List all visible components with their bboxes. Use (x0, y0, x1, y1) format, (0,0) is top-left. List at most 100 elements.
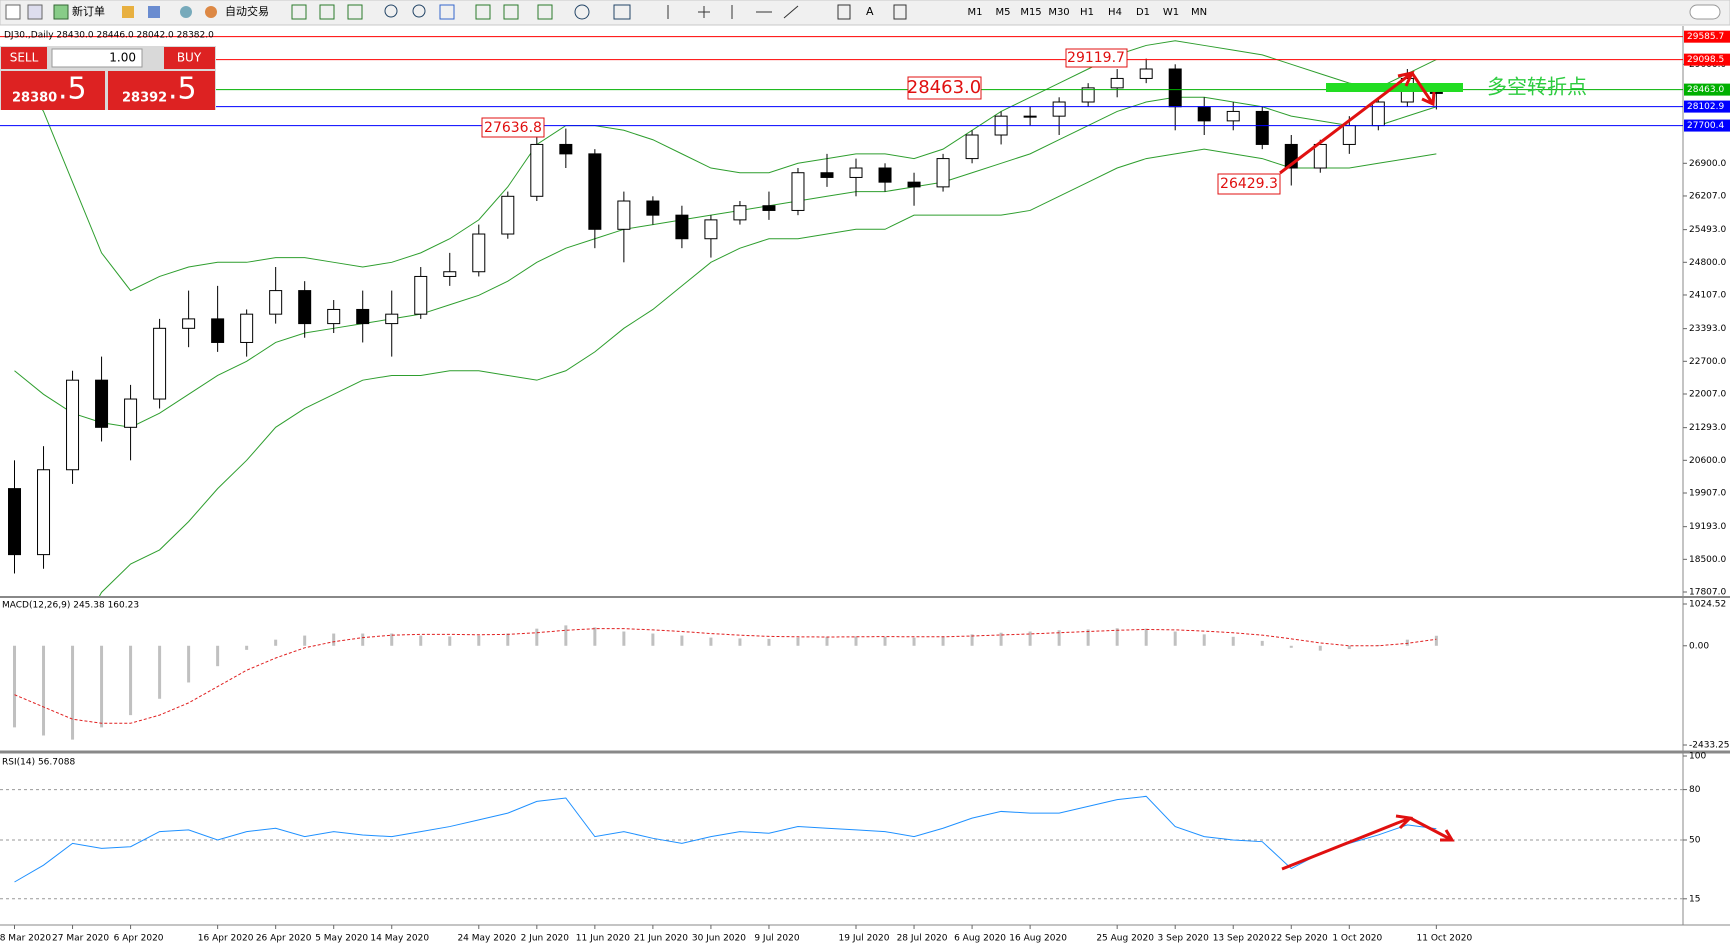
price-arrow (1279, 70, 1436, 175)
level-label-box (1684, 30, 1730, 43)
annotation: 26429.3 (1220, 176, 1278, 192)
icon[interactable] (537, 4, 553, 20)
annotation-box (907, 76, 982, 100)
timeframe-button[interactable]: M5 (996, 7, 1011, 18)
y-tick-label: 80 (1689, 785, 1701, 795)
candle-body (240, 313, 254, 343)
candle-body (327, 308, 341, 325)
timeframe-button[interactable]: MN (1191, 7, 1207, 18)
search[interactable] (1689, 4, 1721, 20)
buy-price-box[interactable] (108, 71, 215, 110)
timeframe-button[interactable]: H1 (1080, 7, 1094, 18)
x-tick-label: 19 Jul 2020 (839, 934, 890, 944)
x-tick-label: 3 Sep 2020 (1158, 934, 1210, 944)
icon[interactable] (503, 4, 519, 20)
buy-pips[interactable]: .5 (168, 72, 197, 107)
volume-input[interactable] (51, 48, 143, 68)
candle-body (37, 469, 51, 556)
icon[interactable] (893, 4, 907, 20)
candle-body (211, 318, 225, 343)
timeframe-button[interactable]: D1 (1136, 7, 1150, 18)
timeframe-button[interactable]: H4 (1108, 7, 1122, 18)
icon[interactable] (5, 4, 21, 20)
sell-price[interactable]: 28380 (12, 91, 57, 106)
annotations: 29119.7 28463.0 27636.8 26429.3 多空转折点 (481, 48, 1587, 871)
candle-body (791, 172, 805, 211)
candle-body (704, 219, 718, 240)
x-tick-label: 27 Mar 2020 (52, 934, 109, 944)
y-tick-label: 23393.0 (1689, 324, 1726, 334)
icon[interactable] (475, 4, 491, 20)
icon[interactable] (148, 6, 160, 18)
icon[interactable]: A (866, 5, 874, 18)
rsi-line (14, 795, 1437, 883)
sell-label[interactable]: SELL (10, 51, 39, 65)
icon[interactable] (613, 4, 631, 20)
candle-body (733, 205, 747, 221)
level-label: 29585.7 (1687, 32, 1724, 42)
y-tick-label: 20600.0 (1689, 456, 1726, 466)
candle-body (414, 275, 428, 315)
volume[interactable]: 1.00 (109, 51, 136, 65)
icon[interactable] (837, 4, 851, 20)
candle-body (936, 158, 950, 188)
icon[interactable] (180, 6, 192, 18)
candle-body (1023, 115, 1037, 118)
icon[interactable] (439, 4, 455, 20)
price-title: DJ30.,Daily 28430.0 28446.0 28042.0 2838… (4, 31, 214, 41)
x-tick-label: 13 Sep 2020 (1213, 934, 1270, 944)
pivot-label: 多空转折点 (1487, 75, 1587, 99)
y-tick-label: 15 (1689, 894, 1700, 904)
x-tick-label: 9 Jul 2020 (754, 934, 799, 944)
annotation: 29119.7 (1067, 50, 1125, 66)
bollinger-band (98, 148, 1437, 596)
candle-body (762, 205, 776, 211)
draw-tools[interactable] (667, 5, 799, 19)
candle-body (1081, 87, 1095, 103)
buy-label[interactable]: BUY (177, 51, 202, 65)
x-tick-label: 11 Jun 2020 (576, 934, 630, 944)
new-order-button[interactable]: 新订单 (72, 4, 105, 18)
timeframe-button[interactable]: M15 (1020, 7, 1041, 18)
y-tick-label: 0.00 (1689, 641, 1709, 651)
level-label: 28463.0 (1687, 85, 1724, 95)
x-tick-label: 16 Aug 2020 (1009, 934, 1067, 944)
icon[interactable] (574, 4, 590, 20)
timeframe-button[interactable]: W1 (1163, 7, 1179, 18)
candle-body (1052, 101, 1066, 117)
candle-body (820, 172, 834, 178)
timeframe-button[interactable]: M1 (968, 7, 983, 18)
y-tick-label: 22007.0 (1689, 389, 1726, 399)
candle-body (559, 143, 573, 155)
candle-body (124, 398, 138, 428)
buy-price[interactable]: 28392 (122, 91, 167, 106)
new-order-icon[interactable] (53, 4, 69, 20)
icon[interactable] (291, 4, 307, 20)
annotation-box (1217, 173, 1281, 195)
icon[interactable] (319, 4, 335, 20)
sell-button[interactable] (1, 47, 47, 69)
icon[interactable] (122, 6, 134, 18)
auto-trading-icon[interactable] (205, 6, 217, 18)
x-tick-label: 1 Oct 2020 (1332, 934, 1382, 944)
level-label-box (1684, 53, 1730, 66)
macd-signal (14, 628, 1437, 724)
candle-body (907, 181, 921, 188)
icon[interactable] (384, 4, 398, 18)
annotation-box (481, 117, 545, 138)
timeframe-button[interactable]: M30 (1048, 7, 1069, 18)
y-tick-label: 17807.0 (1689, 588, 1726, 598)
x-tick-label: 18 Mar 2020 (0, 934, 51, 944)
icon[interactable] (27, 4, 43, 20)
icon[interactable] (412, 4, 426, 18)
y-tick-label: 18500.0 (1689, 555, 1726, 565)
buy-button[interactable] (164, 47, 215, 69)
candle-body (501, 195, 515, 235)
auto-trading-button[interactable]: 自动交易 (225, 4, 269, 18)
icon[interactable] (347, 4, 363, 20)
sell-price-box[interactable] (1, 71, 105, 110)
macd-title: MACD(12,26,9) 245.38 160.23 (2, 601, 139, 611)
sell-pips[interactable]: .5 (58, 72, 87, 107)
y-tick-label: 21293.0 (1689, 423, 1726, 433)
y-tick-label: 26900.0 (1689, 159, 1726, 169)
